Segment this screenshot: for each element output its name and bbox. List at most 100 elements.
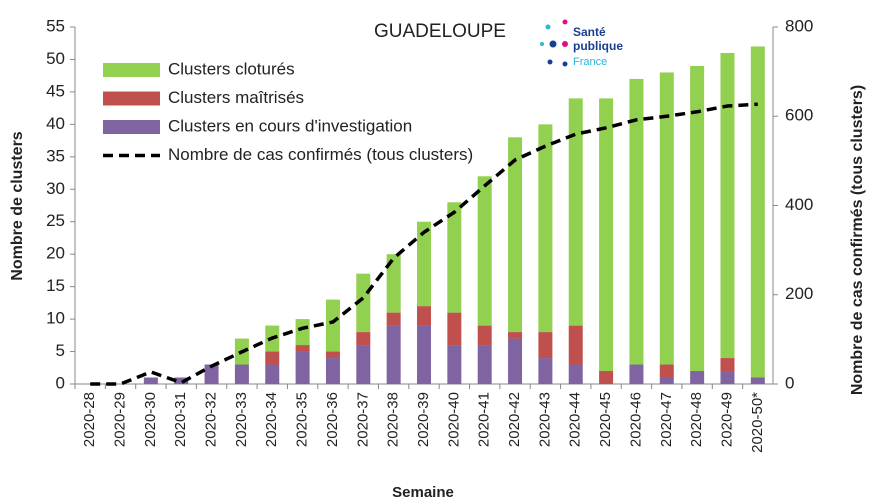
bar-segment xyxy=(356,332,371,346)
logo-text: Santé xyxy=(573,25,606,39)
bar-segment xyxy=(599,371,614,384)
bar-segment xyxy=(417,221,431,307)
logo-dot xyxy=(547,59,553,65)
bar-segment xyxy=(447,345,462,384)
x-tick-label: 2020-37 xyxy=(354,392,371,447)
line-series xyxy=(90,102,758,386)
logo-dot xyxy=(562,41,568,47)
bar-segment xyxy=(750,46,765,378)
bar-segment xyxy=(386,254,401,313)
legend-swatch xyxy=(103,120,160,134)
bar-segment xyxy=(325,351,340,359)
bar-segment xyxy=(538,332,553,359)
x-tick-label: 2020-43 xyxy=(536,392,553,447)
bar-segment xyxy=(477,325,492,346)
bar-segment xyxy=(417,325,431,384)
y2-tick-label: 800 xyxy=(785,16,813,35)
x-tick-label: 2020-49 xyxy=(718,392,735,447)
bar-segment xyxy=(720,52,735,359)
y-tick-label: 20 xyxy=(46,244,65,263)
x-tick-label: 2020-42 xyxy=(506,392,523,447)
bar-segment xyxy=(234,364,249,384)
y2-tick-label: 0 xyxy=(785,373,794,392)
logo-dot xyxy=(545,24,551,30)
bar-segment xyxy=(508,338,523,384)
x-tick-label: 2020-50* xyxy=(749,392,766,453)
logo-dot xyxy=(562,19,568,25)
y-tick-label: 30 xyxy=(46,179,65,198)
bar-segment xyxy=(538,358,553,384)
bar-segment xyxy=(568,325,583,365)
bar-segment xyxy=(720,371,735,384)
bar-segment xyxy=(720,358,735,372)
x-tick-label: 2020-31 xyxy=(172,392,189,447)
y2-tick-label: 200 xyxy=(785,284,813,303)
bar-segment xyxy=(356,273,371,333)
y-tick-label: 10 xyxy=(46,309,65,328)
bar-segment xyxy=(143,377,158,384)
bar-segment xyxy=(690,65,705,372)
x-tick-label: 2020-44 xyxy=(567,392,584,447)
x-tick-label: 2020-33 xyxy=(233,392,250,447)
bar-segment xyxy=(568,98,583,326)
y2-tick-label: 600 xyxy=(785,106,813,125)
bar-segment xyxy=(659,364,674,378)
y-tick-label: 35 xyxy=(46,146,65,165)
bar-segment xyxy=(417,306,431,326)
bar-segment xyxy=(204,364,219,384)
x-tick-label: 2020-29 xyxy=(111,392,128,447)
bar-segment xyxy=(659,72,674,365)
bar-segment xyxy=(386,325,401,384)
y-tick-label: 55 xyxy=(46,16,65,35)
chart-title: GUADELOUPE xyxy=(374,21,506,42)
bar-segment xyxy=(325,299,340,352)
bar-segment xyxy=(265,364,280,384)
x-tick-label: 2020-40 xyxy=(445,392,462,447)
logo-dot xyxy=(549,40,557,48)
x-tick-label: 2020-38 xyxy=(385,392,402,447)
x-tick-label: 2020-46 xyxy=(627,392,644,447)
bar-segment xyxy=(386,312,401,326)
x-tick-label: 2020-34 xyxy=(263,392,280,447)
x-tick-label: 2020-41 xyxy=(476,392,493,447)
bar-segment xyxy=(295,345,310,352)
bar-segment xyxy=(508,137,523,333)
bar-segment xyxy=(295,351,310,384)
bar-segment xyxy=(265,351,280,365)
x-tick-label: 2020-28 xyxy=(81,392,98,447)
legend-label: Clusters cloturés xyxy=(168,59,295,78)
bar-segment xyxy=(690,371,705,384)
logo-dot xyxy=(540,42,544,46)
bar-segment xyxy=(356,345,371,384)
bar-segment xyxy=(295,319,310,346)
y2-tick-label: 400 xyxy=(785,195,813,214)
x-axis-title: Semaine xyxy=(392,484,454,501)
bar-segment xyxy=(538,124,553,333)
y2-axis-title: Nombre de cas confirmés (tous clusters) xyxy=(849,85,866,395)
logo-text: publique xyxy=(573,39,623,53)
logo-dot xyxy=(562,61,568,67)
legend-swatch xyxy=(103,91,160,106)
bar-segment xyxy=(659,377,674,384)
y-tick-label: 5 xyxy=(56,341,65,360)
y-tick-label: 15 xyxy=(46,276,65,295)
x-tick-label: 2020-39 xyxy=(415,392,432,447)
bar-segment xyxy=(477,176,492,326)
bar-segment xyxy=(629,78,644,365)
bar-segment xyxy=(325,358,340,384)
bar-segment xyxy=(750,377,765,384)
bar-segment xyxy=(568,364,583,384)
legend-label: Nombre de cas confirmés (tous clusters) xyxy=(168,145,473,164)
legend-label: Clusters maîtrisés xyxy=(168,88,304,107)
y-tick-label: 0 xyxy=(56,373,65,392)
x-tick-label: 2020-35 xyxy=(294,392,311,447)
x-tick-label: 2020-45 xyxy=(597,392,614,447)
y-tick-label: 45 xyxy=(46,81,65,100)
bar-segment xyxy=(447,312,462,346)
y-axis-title: Nombre de clusters xyxy=(9,131,26,280)
bar-segment xyxy=(508,332,523,339)
logo: Santé publique France xyxy=(540,19,623,68)
x-tick-label: 2020-30 xyxy=(142,392,159,447)
x-tick-label: 2020-36 xyxy=(324,392,341,447)
